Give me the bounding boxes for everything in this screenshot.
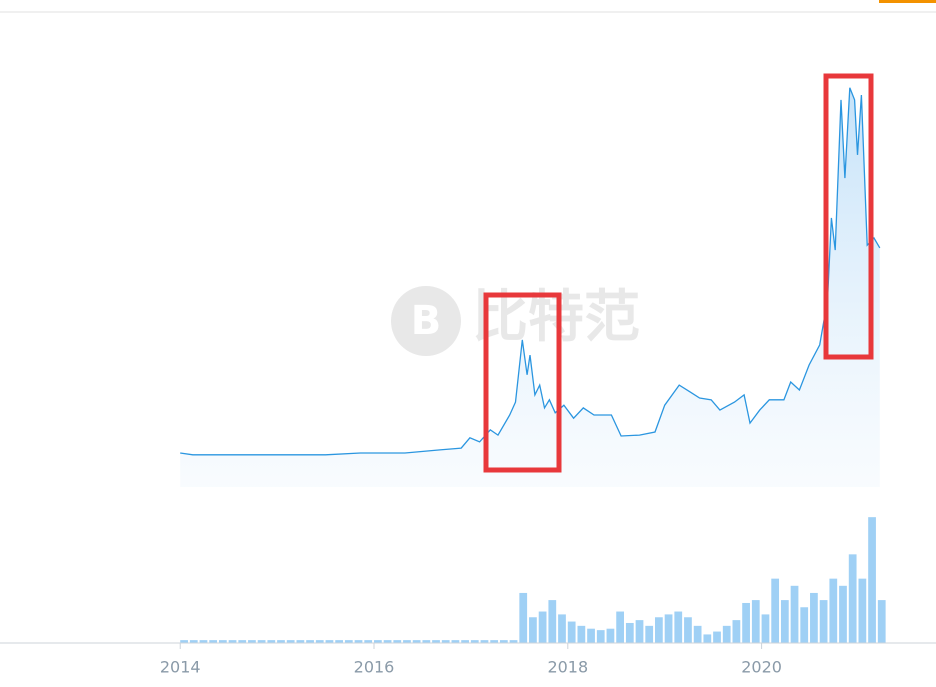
volume-bar [441, 640, 450, 643]
volume-bar [645, 625, 654, 643]
watermark-logo-letter: B [411, 298, 442, 344]
watermark-logo [391, 286, 461, 356]
volume-bar [819, 600, 828, 643]
volume-bar [354, 640, 363, 643]
volume-bar [732, 620, 741, 643]
volume-bar [209, 640, 218, 643]
volume-bar [228, 640, 237, 643]
x-tick-label: 2020 [741, 658, 782, 677]
volume-bar [703, 634, 712, 643]
volume-bar [742, 602, 750, 643]
volume-bar [335, 640, 344, 643]
volume-bar [315, 640, 324, 643]
volume-bar [529, 617, 537, 643]
volume-bar [189, 640, 198, 643]
volume-bar [625, 622, 634, 643]
volume-bar [877, 600, 886, 643]
volume-bar [248, 640, 256, 643]
volume-bar [713, 631, 721, 643]
volume-bar [277, 640, 285, 643]
volume-bar [674, 611, 683, 643]
volume-bar [761, 614, 770, 643]
price-line [180, 87, 881, 456]
volume-bar [655, 617, 663, 643]
volume-bar [364, 640, 373, 643]
volume-bar [577, 625, 586, 643]
highlight-box [483, 292, 562, 473]
volume-bar [432, 640, 440, 643]
volume-bar [751, 600, 760, 643]
volume-bar [238, 640, 247, 643]
volume-bar [344, 640, 353, 643]
volume-bar [218, 640, 227, 643]
volume-bar [722, 625, 731, 643]
volume-bar [606, 628, 615, 643]
volume-bar [810, 592, 818, 643]
volume-bar [451, 640, 460, 643]
volume-bar [538, 611, 547, 643]
volume-bar [490, 640, 499, 643]
volume-bar [616, 611, 624, 643]
top-tab [879, 0, 936, 3]
x-tick-label: 2016 [354, 658, 395, 677]
volume-bar [267, 640, 276, 643]
volume-bar [635, 620, 644, 643]
volume-bar [461, 640, 469, 643]
volume-bar [412, 640, 421, 643]
volume-bar [306, 640, 314, 643]
volume-bar [839, 585, 847, 643]
volume-bar [257, 640, 266, 643]
volume-bar [374, 640, 382, 643]
volume-bar [684, 617, 692, 643]
volume-bar [548, 600, 557, 643]
volume-bar [383, 640, 392, 643]
volume-bar [393, 640, 402, 643]
x-tick-label: 2018 [547, 658, 588, 677]
volume-bar [790, 585, 799, 643]
volume-bar [286, 640, 295, 643]
volume-bar [868, 517, 876, 643]
volume-bar [664, 614, 673, 643]
volume-bar [470, 640, 479, 643]
volume-bar [567, 621, 576, 643]
volume-bar [199, 640, 208, 643]
volume-bar [480, 640, 489, 643]
x-tick-label: 2014 [160, 658, 201, 677]
highlight-box [823, 73, 874, 360]
volume-bar [422, 640, 431, 643]
volume-bar [858, 578, 867, 643]
volume-bar [296, 640, 305, 643]
volume-bar [558, 614, 566, 643]
volume-bar [848, 554, 857, 643]
volume-bar [180, 640, 188, 643]
volume-bar [800, 607, 809, 643]
volume-bar [519, 592, 528, 643]
volume-bar [325, 640, 334, 643]
price-area [180, 87, 880, 488]
volume-bar [693, 625, 702, 643]
volume-bar [780, 600, 789, 643]
volume-bar [509, 640, 518, 643]
volume-bar [771, 578, 780, 643]
volume-bar [587, 628, 595, 643]
volume-bar [403, 640, 411, 643]
volume-bar [829, 578, 838, 643]
volume-bar [596, 630, 605, 643]
volume-bar [499, 640, 508, 643]
